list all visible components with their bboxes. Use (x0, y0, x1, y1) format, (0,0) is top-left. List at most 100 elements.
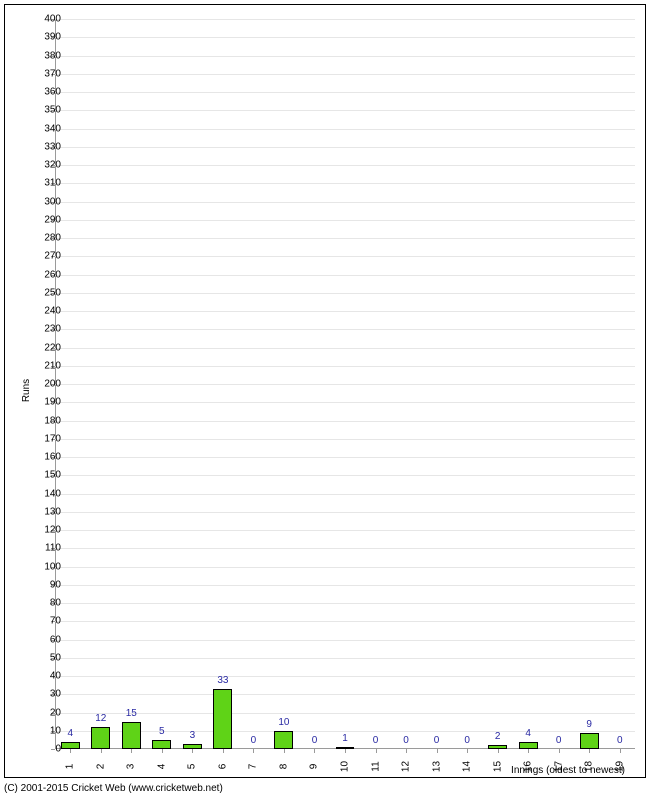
x-tick (406, 749, 407, 753)
gridline (55, 694, 635, 695)
gridline (55, 548, 635, 549)
y-tick-label: 140 (21, 488, 61, 499)
x-tick (162, 749, 163, 753)
gridline (55, 640, 635, 641)
x-tick (253, 749, 254, 753)
y-tick-label: 40 (21, 671, 61, 682)
x-tick-label: 17 (553, 761, 564, 772)
copyright-text: (C) 2001-2015 Cricket Web (www.cricketwe… (4, 783, 223, 794)
x-tick (376, 749, 377, 753)
bar (213, 689, 232, 749)
x-tick-label: 5 (187, 764, 198, 770)
y-tick-label: 380 (21, 50, 61, 61)
x-tick-label: 10 (340, 761, 351, 772)
y-tick-label: 340 (21, 123, 61, 134)
gridline (55, 658, 635, 659)
y-tick-label: 270 (21, 251, 61, 262)
x-tick-label: 13 (431, 761, 442, 772)
bar-value-label: 9 (586, 719, 592, 730)
gridline (55, 567, 635, 568)
bar-value-label: 0 (556, 735, 562, 746)
x-tick (101, 749, 102, 753)
bar-value-label: 1 (342, 733, 348, 744)
gridline (55, 713, 635, 714)
bar-value-label: 0 (464, 735, 470, 746)
gridline (55, 165, 635, 166)
y-tick-label: 160 (21, 452, 61, 463)
x-tick-label: 12 (401, 761, 412, 772)
y-tick-label: 210 (21, 360, 61, 371)
bar-value-label: 12 (95, 713, 106, 724)
bar (519, 742, 538, 749)
x-tick-label: 1 (65, 764, 76, 770)
gridline (55, 74, 635, 75)
gridline (55, 183, 635, 184)
bar (580, 733, 599, 749)
x-tick (70, 749, 71, 753)
y-tick-label: 30 (21, 689, 61, 700)
x-tick-label: 4 (156, 764, 167, 770)
x-tick (528, 749, 529, 753)
gridline (55, 202, 635, 203)
y-tick-label: 360 (21, 87, 61, 98)
gridline (55, 530, 635, 531)
y-tick-label: 110 (21, 543, 61, 554)
y-tick-label: 310 (21, 178, 61, 189)
bar-value-label: 5 (159, 726, 165, 737)
x-tick (437, 749, 438, 753)
y-tick-label: 90 (21, 579, 61, 590)
x-tick-label: 18 (584, 761, 595, 772)
bar-value-label: 4 (67, 728, 73, 739)
gridline (55, 366, 635, 367)
y-tick-label: 370 (21, 68, 61, 79)
y-tick-label: 300 (21, 196, 61, 207)
bar-value-label: 10 (278, 717, 289, 728)
gridline (55, 256, 635, 257)
y-tick-label: 350 (21, 105, 61, 116)
gridline (55, 439, 635, 440)
bar (152, 740, 171, 749)
x-tick (559, 749, 560, 753)
gridline (55, 275, 635, 276)
bar-value-label: 0 (312, 735, 318, 746)
x-tick-label: 2 (95, 764, 106, 770)
bar-value-label: 4 (525, 728, 531, 739)
y-tick-label: 100 (21, 561, 61, 572)
y-tick-label: 130 (21, 506, 61, 517)
y-tick-label: 70 (21, 616, 61, 627)
gridline (55, 147, 635, 148)
bar-value-label: 15 (126, 708, 137, 719)
x-tick (314, 749, 315, 753)
x-tick (467, 749, 468, 753)
y-tick-label: 240 (21, 306, 61, 317)
x-tick-label: 9 (309, 764, 320, 770)
y-tick-label: 220 (21, 342, 61, 353)
y-tick-label: 290 (21, 214, 61, 225)
x-tick-label: 16 (523, 761, 534, 772)
y-tick-label: 190 (21, 397, 61, 408)
gridline (55, 92, 635, 93)
x-tick-label: 6 (217, 764, 228, 770)
x-tick (589, 749, 590, 753)
bar (122, 722, 141, 749)
x-tick-label: 11 (370, 761, 381, 771)
y-tick-label: 250 (21, 287, 61, 298)
x-tick (498, 749, 499, 753)
x-tick-label: 3 (126, 764, 137, 770)
gridline (55, 56, 635, 57)
y-tick-label: 20 (21, 707, 61, 718)
plot-area: 41215533301001000024090 (55, 19, 635, 749)
gridline (55, 421, 635, 422)
chart-container: Runs 41215533301001000024090 Innings (ol… (0, 0, 650, 800)
y-tick-label: 120 (21, 525, 61, 536)
y-tick-label: 10 (21, 725, 61, 736)
y-tick-label: 150 (21, 470, 61, 481)
gridline (55, 311, 635, 312)
bar-value-label: 0 (434, 735, 440, 746)
gridline (55, 384, 635, 385)
y-tick-label: 80 (21, 598, 61, 609)
gridline (55, 220, 635, 221)
chart-frame: Runs 41215533301001000024090 Innings (ol… (4, 4, 646, 778)
gridline (55, 129, 635, 130)
y-tick-label: 180 (21, 415, 61, 426)
